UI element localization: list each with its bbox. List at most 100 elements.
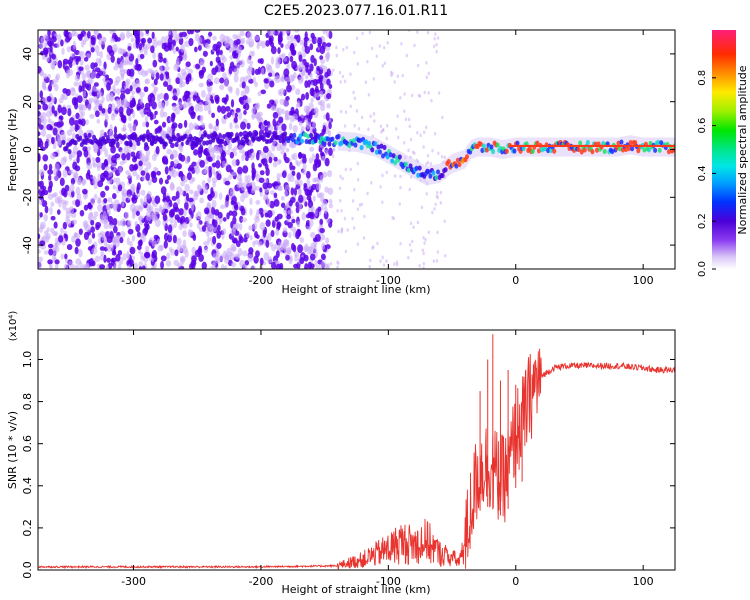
spectrogram-speckle [251, 113, 255, 120]
spectrogram-speckle [313, 58, 317, 67]
spectrogram-speckle [48, 83, 53, 92]
spectrogram-speckle [249, 235, 253, 241]
spectrogram-speckle [129, 246, 136, 255]
spectrogram-speckle [166, 148, 173, 155]
spectrogram-speckle [304, 188, 310, 196]
spectrogram-speckle [190, 145, 195, 150]
spectrogram-speckle [156, 93, 161, 102]
spectrogram-speckle [325, 237, 330, 244]
ridge-blob [610, 148, 615, 155]
ridge-blob [431, 170, 436, 176]
spectrogram-speckle [294, 179, 299, 186]
spectrogram-speckle [390, 73, 393, 77]
spectrogram-speckle [80, 39, 85, 48]
spectrogram-speckle [381, 255, 384, 260]
spectrogram-speckle [251, 50, 255, 57]
spectrogram-speckle [160, 130, 166, 138]
spectrogram-speckle [145, 43, 152, 50]
spectrogram-speckle [302, 246, 309, 252]
spectrogram-speckle [157, 244, 164, 252]
spectrogram-speckle [104, 114, 109, 122]
y-tick-label: 0.6 [21, 435, 34, 453]
spectrogram-speckle [138, 204, 144, 210]
spectrogram-speckle [83, 264, 88, 269]
spectrogram-speckle [156, 238, 161, 244]
spectrogram-speckle [417, 93, 421, 98]
spectrogram-speckle [285, 147, 290, 153]
spectrogram-speckle [370, 180, 373, 185]
spectrogram-speckle [45, 232, 51, 240]
spectrogram-speckle [154, 86, 159, 93]
spectrogram-speckle [204, 42, 210, 48]
spectrogram-speckle [93, 193, 98, 200]
spectrogram-speckle [221, 150, 227, 159]
spectrogram-speckle [211, 153, 216, 159]
spectrogram-speckle [115, 177, 121, 187]
spectrogram-speckle [121, 189, 125, 196]
spectrogram-speckle [199, 144, 204, 153]
ridge-blob [136, 140, 141, 146]
spectrogram-speckle [130, 37, 135, 43]
spectrogram-speckle [248, 38, 255, 48]
spectrogram-speckle [113, 199, 120, 206]
spectrogram-speckle [124, 88, 131, 95]
spectrogram-speckle [171, 30, 178, 38]
spectrogram-speckle [42, 154, 49, 162]
spectrogram-speckle [77, 33, 82, 40]
spectrogram-speckle [306, 178, 311, 184]
spectrogram-speckle [326, 93, 332, 100]
spectrogram-speckle [53, 221, 58, 229]
spectrogram-speckle [56, 209, 61, 215]
spectrogram-speckle [326, 30, 330, 38]
spectrogram-speckle [239, 259, 245, 268]
spectrogram-speckle [233, 238, 237, 244]
spectrogram-speckle [254, 185, 261, 191]
spectrogram-speckle [49, 206, 53, 216]
spectrogram-speckle [152, 154, 157, 162]
spectrogram-speckle [307, 200, 314, 209]
spectrogram-speckle [211, 199, 217, 209]
ridge-blob [223, 140, 228, 147]
spectrogram-speckle [162, 156, 168, 165]
spectrogram-speckle [211, 168, 216, 175]
spectrogram-speckle [327, 187, 334, 196]
spectrogram-speckle [224, 180, 231, 186]
spectrogram-speckle [246, 56, 251, 64]
spectrogram-speckle [366, 59, 369, 64]
spectrogram-speckle [368, 30, 372, 35]
ridge-blob [306, 133, 311, 139]
spectrogram-speckle [332, 148, 335, 152]
spectrogram-speckle [145, 30, 150, 35]
spectrogram-speckle [53, 231, 59, 237]
spectrogram-speckle [76, 192, 82, 201]
spectrogram-speckle [246, 181, 252, 187]
spectrogram-speckle [211, 206, 216, 215]
spectrogram-speckle [277, 159, 282, 164]
spectrogram-speckle [290, 42, 295, 52]
spectrogram-speckle [116, 99, 121, 107]
spectrogram-speckle [61, 47, 65, 56]
spectrogram-speckle [90, 36, 95, 46]
spectrogram-speckle [122, 253, 127, 261]
spectrogram-speckle [90, 47, 95, 53]
spectrogram-speckle [268, 72, 273, 77]
spectrogram-speckle [270, 46, 277, 55]
colorbar-tick-label: 0.6 [697, 118, 708, 134]
y-tick-label: 0.0 [21, 561, 34, 579]
spectrogram-speckle [230, 99, 235, 108]
spectrogram-speckle [440, 155, 444, 159]
spectrogram-speckle [94, 255, 101, 263]
spectrogram-speckle [403, 92, 406, 96]
spectrogram-speckle [259, 170, 265, 176]
spectrogram-speckle [255, 199, 261, 205]
spectrogram-speckle [248, 225, 254, 231]
spectrogram-speckle [287, 209, 294, 215]
spectrogram-speckle [56, 195, 63, 204]
spectrogram-speckle [185, 192, 190, 202]
spectrogram-speckle [149, 113, 154, 121]
spectrogram-speckle [216, 242, 222, 249]
spectrogram-speckle [246, 122, 251, 130]
spectrogram-speckle [275, 250, 280, 258]
ridge-blob [304, 138, 309, 145]
spectrogram-speckle [60, 39, 64, 47]
